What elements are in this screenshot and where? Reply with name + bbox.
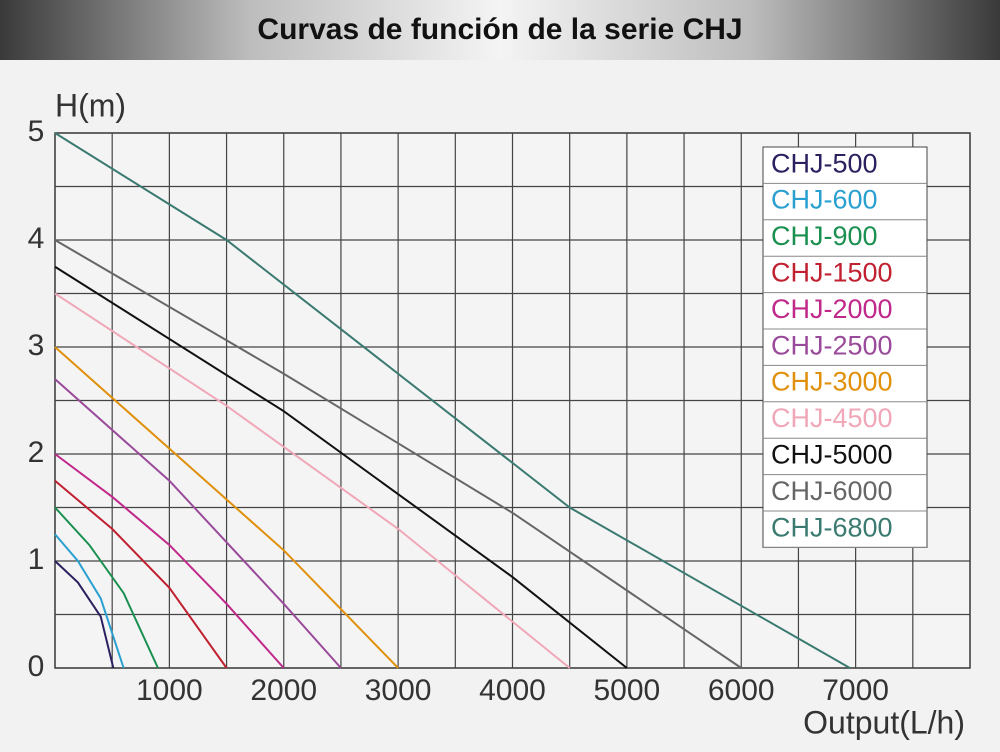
line	[54, 265, 628, 669]
x-tick-label: 4000	[479, 674, 546, 707]
line	[54, 479, 228, 669]
legend-label: CHJ-3000	[771, 367, 893, 397]
chart-title: Curvas de función de la serie CHJ	[0, 0, 1000, 60]
y-tick-label: 1	[28, 543, 45, 576]
legend-label: CHJ-600	[771, 185, 878, 215]
legend-label: CHJ-900	[771, 221, 878, 251]
line	[54, 378, 342, 669]
legend-label: CHJ-500	[771, 148, 878, 178]
x-tick-label: 1000	[136, 674, 203, 707]
line	[54, 132, 851, 669]
x-axis-label: Output(L/h)	[803, 704, 965, 740]
line	[54, 346, 399, 669]
line	[54, 560, 115, 669]
legend-label: CHJ-2000	[771, 294, 893, 324]
legend-label: CHJ-5000	[771, 440, 893, 470]
x-tick-label: 3000	[365, 674, 432, 707]
line	[54, 239, 742, 669]
y-tick-label: 3	[28, 329, 45, 362]
x-tick-label: 7000	[822, 674, 889, 707]
x-tick-label: 6000	[708, 674, 775, 707]
line	[54, 506, 159, 669]
y-tick-label: 0	[28, 650, 45, 683]
legend-label: CHJ-2500	[771, 330, 893, 360]
y-tick-label: 5	[28, 115, 45, 148]
chart: H(m) Output(L/h) 0 1 2 3 4 5 1000 2000 3000 4000 5…	[28, 87, 971, 740]
y-axis-label: H(m)	[55, 87, 126, 123]
legend-label: CHJ-1500	[771, 258, 893, 288]
x-tick-label: 2000	[250, 674, 317, 707]
y-tick-label: 2	[28, 436, 45, 469]
x-tick-label: 5000	[594, 674, 661, 707]
legend-label: CHJ-4500	[771, 403, 893, 433]
line	[54, 533, 125, 669]
legend-label: CHJ-6000	[771, 476, 893, 506]
line	[54, 453, 285, 669]
legend	[762, 146, 928, 548]
y-tick-label: 4	[28, 222, 45, 255]
line	[54, 292, 571, 669]
legend-label: CHJ-6800	[771, 512, 893, 542]
